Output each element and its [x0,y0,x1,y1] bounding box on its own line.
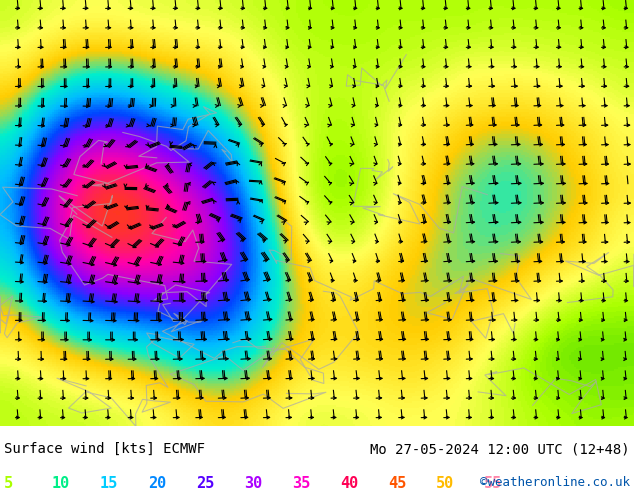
Text: 30: 30 [244,476,262,490]
Text: 40: 40 [340,476,358,490]
Text: 55: 55 [484,476,502,490]
Text: Mo 27-05-2024 12:00 UTC (12+48): Mo 27-05-2024 12:00 UTC (12+48) [370,442,630,456]
Text: 45: 45 [388,476,406,490]
Text: 20: 20 [148,476,166,490]
Text: 15: 15 [100,476,119,490]
Text: Surface wind [kts] ECMWF: Surface wind [kts] ECMWF [4,442,205,456]
Text: 50: 50 [436,476,454,490]
Text: 5: 5 [4,476,13,490]
Text: 25: 25 [196,476,214,490]
Text: 10: 10 [52,476,70,490]
Text: 35: 35 [292,476,310,490]
Text: 60: 60 [532,476,550,490]
Text: ©weatheronline.co.uk: ©weatheronline.co.uk [480,476,630,489]
